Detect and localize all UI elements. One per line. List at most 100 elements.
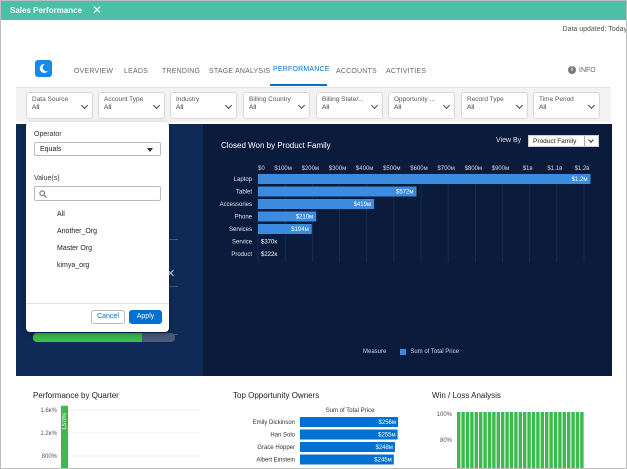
nav-tab-performance[interactable]: PERFORMANCE xyxy=(273,66,330,73)
data-updated-text: Data updated: Today xyxy=(562,26,627,33)
category-label: Accessories xyxy=(220,202,252,208)
nav-tab-overview[interactable]: OVERVIEW xyxy=(74,68,114,75)
winloss-bar xyxy=(457,412,461,469)
category-label: Laptop xyxy=(234,177,253,183)
active-tab-indicator xyxy=(270,84,327,86)
data-label: $419ᴍ xyxy=(354,202,371,208)
category-label: Product xyxy=(231,252,252,258)
filter-label: Record Type xyxy=(467,96,504,103)
app-tab-title: Sales Performance xyxy=(10,5,83,15)
filter-value: All xyxy=(322,104,330,111)
filter-4[interactable]: Billing Country All xyxy=(243,92,310,119)
owner-bar xyxy=(300,417,398,427)
search-icon xyxy=(39,190,47,198)
tab-strip xyxy=(108,0,627,20)
nav-tab-accounts[interactable]: ACCOUNTS xyxy=(336,68,377,75)
cancel-button[interactable]: Cancel xyxy=(91,310,125,324)
data-label: $256ᴍ xyxy=(379,420,396,426)
y-tick-label: 800% xyxy=(42,454,58,460)
filter-5[interactable]: Billing State/... All xyxy=(316,92,383,119)
bar-phone xyxy=(258,211,317,222)
x-tick-label: $700ᴍ xyxy=(437,166,454,172)
owner-bar xyxy=(300,454,394,465)
winloss-bar xyxy=(470,412,474,469)
data-label: $370ᴋ xyxy=(261,240,278,246)
winloss-bar xyxy=(540,412,544,469)
collapse-x-icon[interactable]: ✕ xyxy=(166,268,176,280)
value-option[interactable]: Another_Org xyxy=(57,228,98,235)
data-label: $245ᴍ xyxy=(374,458,391,464)
view-by-select[interactable]: Product Family xyxy=(528,135,599,147)
winloss-bar xyxy=(509,412,514,469)
filter-value: All xyxy=(176,104,184,111)
bar-tablet xyxy=(258,186,417,197)
winloss-bar xyxy=(492,412,496,469)
widget-divider xyxy=(164,286,178,287)
filter-6[interactable]: Opportunity ... All xyxy=(388,92,455,119)
filter-label: Billing Country xyxy=(249,96,291,103)
filter-7[interactable]: Record Type All xyxy=(461,92,528,119)
owner-label: Han Solo xyxy=(270,433,295,439)
filter-3[interactable]: Industry All xyxy=(170,92,237,119)
winloss-bar xyxy=(505,412,509,469)
x-tick-label: $200ᴍ xyxy=(302,166,319,172)
bar-laptop xyxy=(258,174,591,184)
nav-tab-leads[interactable]: LEADS xyxy=(124,68,148,75)
filter-1[interactable]: Data Source All xyxy=(26,92,93,119)
filter-value: All xyxy=(539,104,547,111)
winloss-bar xyxy=(536,412,540,469)
info-button[interactable]: i INFO xyxy=(568,66,596,74)
winloss-bar xyxy=(549,412,553,469)
y-tick-label: 80% xyxy=(440,438,453,444)
winloss-bar xyxy=(545,412,549,469)
values-search-box[interactable] xyxy=(34,186,161,201)
category-label: Tablet xyxy=(236,190,252,196)
value-option[interactable]: kimya_org xyxy=(57,262,90,269)
value-option[interactable]: Master Org xyxy=(57,245,93,252)
filter-value: All xyxy=(467,104,475,111)
chevron-down-icon[interactable] xyxy=(584,136,598,146)
filter-label: Time Period xyxy=(539,96,574,103)
y-tick-label: 1.6ᴋ% xyxy=(40,408,57,414)
app-tab[interactable]: Sales Performance ✕ xyxy=(0,0,108,20)
filter-popover: Operator Equals Value(s) All Another_Org M… xyxy=(26,122,169,332)
winloss-bar xyxy=(558,412,562,469)
close-tab-icon[interactable]: ✕ xyxy=(92,3,103,17)
x-tick-label: $0 xyxy=(258,166,265,172)
nav-tab-trending[interactable]: TRENDING xyxy=(162,68,201,75)
values-label: Value(s) xyxy=(34,175,60,182)
filter-2[interactable]: Account Type All xyxy=(98,92,165,119)
widget-divider xyxy=(164,239,178,240)
winloss-bar xyxy=(518,412,522,469)
filter-value: All xyxy=(394,104,402,111)
winloss-bar xyxy=(571,412,575,469)
winloss-bar xyxy=(580,412,584,469)
operator-select[interactable]: Equals xyxy=(34,142,161,156)
data-label: $255ᴍ xyxy=(378,433,395,439)
nav-tab-activities[interactable]: ACTIVITIES xyxy=(386,68,427,75)
main-chart-legend: Measure Sum of Total Price xyxy=(363,349,459,355)
info-icon: i xyxy=(568,66,576,74)
value-option[interactable]: All xyxy=(57,211,65,218)
x-tick-label: $1.1ʙ xyxy=(547,166,562,172)
filter-value: All xyxy=(32,104,40,111)
winloss-bar xyxy=(567,412,571,469)
kpi-progress-bar xyxy=(33,333,175,342)
filter-value: All xyxy=(104,104,112,111)
filter-8[interactable]: Time Period All xyxy=(533,92,600,119)
view-by-label: View By xyxy=(496,137,522,144)
filter-bar: Data Source All Account Type All Industry All… xyxy=(16,88,611,122)
values-search-input[interactable] xyxy=(49,189,157,199)
kpi-progress-fill xyxy=(33,333,143,342)
apply-button[interactable]: Apply xyxy=(129,310,162,324)
quarter-bar xyxy=(61,405,68,469)
nav-tab-stage-analysis[interactable]: STAGE ANALYSIS xyxy=(209,68,271,75)
data-label: $572ᴍ xyxy=(396,190,413,196)
filter-label: Billing State/... xyxy=(322,96,364,103)
filter-value: All xyxy=(249,104,257,111)
bar-services xyxy=(258,224,312,234)
win-loss-analysis-title: Win / Loss Analysis xyxy=(432,391,501,400)
crescent-logo-icon[interactable] xyxy=(35,60,52,77)
